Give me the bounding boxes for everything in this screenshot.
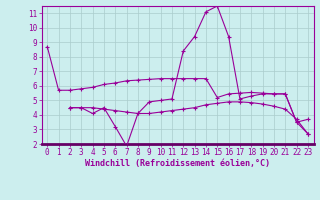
- X-axis label: Windchill (Refroidissement éolien,°C): Windchill (Refroidissement éolien,°C): [85, 159, 270, 168]
